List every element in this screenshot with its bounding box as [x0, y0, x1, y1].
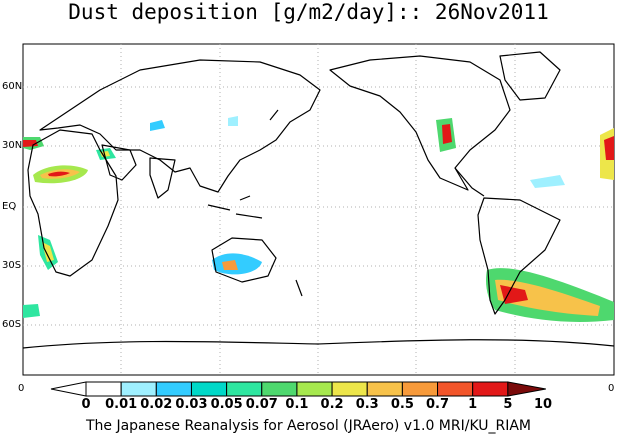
lat-label-30s: 30S	[2, 260, 22, 271]
colorbar-box-8	[366, 381, 403, 397]
lat-label-60n: 60N	[2, 81, 23, 92]
colorbar-label: 1	[468, 397, 478, 412]
map-title: Dust deposition [g/m2/day]:: 26Nov2011	[68, 0, 549, 24]
colorbar-label: 0.2	[320, 397, 344, 412]
grid-lines	[23, 44, 614, 375]
colorbar-box-9	[401, 381, 439, 397]
colorbar-box-11	[472, 381, 509, 397]
colorbar	[50, 381, 546, 397]
colorbar-label: 0	[81, 397, 91, 412]
colorbar-label: 10	[533, 397, 553, 412]
colorbar-label: 0.05	[210, 397, 243, 412]
colorbar-label: 0.07	[245, 397, 278, 412]
colorbar-left-arrow	[50, 381, 87, 397]
colorbar-box-3	[190, 381, 228, 397]
colorbar-label: 0.1	[285, 397, 309, 412]
lat-label-eq: EQ	[2, 201, 17, 212]
colorbar-label: 0.5	[390, 397, 414, 412]
colorbar-labels: 0 0.01 0.02 0.03 0.05 0.07 0.1 0.2 0.3 0.5 0.7 1 5 10	[0, 397, 617, 413]
colorbar-box-4	[226, 381, 263, 397]
colorbar-label: 0.01	[105, 397, 138, 412]
colorbar-box-1	[120, 381, 157, 397]
axis-zero-left: 0	[18, 383, 25, 394]
colorbar-label: 5	[503, 397, 513, 412]
colorbar-label: 0.02	[140, 397, 173, 412]
colorbar-box-10	[437, 381, 474, 397]
colorbar-label: 0.3	[355, 397, 379, 412]
colorbar-right-arrow	[507, 381, 546, 397]
dust-shading	[23, 116, 614, 322]
colorbar-box-6	[296, 381, 333, 397]
coastlines	[22, 51, 615, 349]
axis-zero-right: 0	[608, 383, 615, 394]
lat-label-60s: 60S	[2, 319, 22, 330]
colorbar-box-0	[85, 381, 122, 397]
colorbar-box-5	[261, 381, 298, 397]
lat-label-30n: 30N	[2, 140, 23, 151]
footer-credit: The Japanese Reanalysis for Aerosol (JRA…	[85, 418, 532, 434]
colorbar-box-7	[331, 381, 368, 397]
colorbar-label: 0.03	[175, 397, 208, 412]
colorbar-box-2	[155, 381, 192, 397]
colorbar-label: 0.7	[426, 397, 450, 412]
